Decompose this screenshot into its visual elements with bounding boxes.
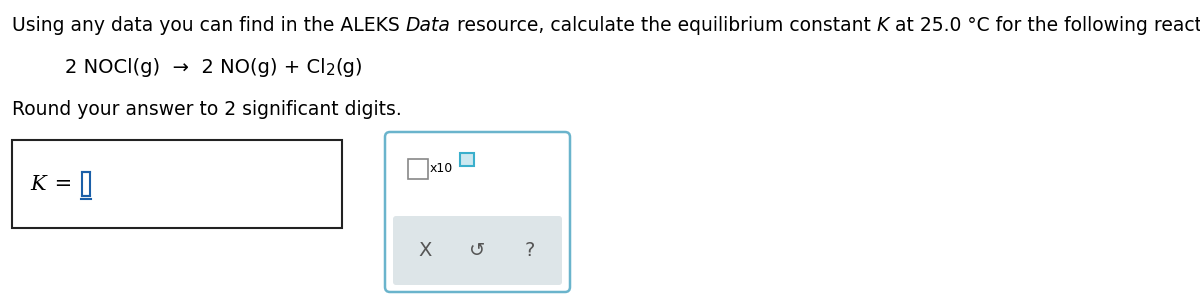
Text: resource, calculate the equilibrium constant: resource, calculate the equilibrium cons… bbox=[451, 16, 876, 35]
Text: Round your answer to 2 significant digits.: Round your answer to 2 significant digit… bbox=[12, 100, 402, 119]
Text: Data: Data bbox=[406, 16, 451, 35]
Text: X: X bbox=[419, 241, 432, 260]
Text: 2: 2 bbox=[325, 63, 335, 78]
Bar bbox=[12, 140, 342, 228]
Bar bbox=[460, 153, 474, 166]
Text: x10: x10 bbox=[430, 163, 454, 176]
FancyBboxPatch shape bbox=[394, 216, 562, 285]
Text: ?: ? bbox=[524, 241, 535, 260]
Text: (g): (g) bbox=[335, 58, 362, 77]
Text: K: K bbox=[876, 16, 889, 35]
Bar bbox=[408, 159, 428, 179]
Text: at 25.0 °C for the following reaction.: at 25.0 °C for the following reaction. bbox=[889, 16, 1200, 35]
FancyBboxPatch shape bbox=[385, 132, 570, 292]
Text: Using any data you can find in the ALEKS: Using any data you can find in the ALEKS bbox=[12, 16, 406, 35]
Text: K: K bbox=[30, 175, 46, 194]
Text: ↺: ↺ bbox=[469, 241, 486, 260]
Bar bbox=[82, 172, 90, 196]
Text: 2 NOCl(g)  →  2 NO(g) + Cl: 2 NOCl(g) → 2 NO(g) + Cl bbox=[65, 58, 325, 77]
Text: =: = bbox=[48, 174, 78, 194]
